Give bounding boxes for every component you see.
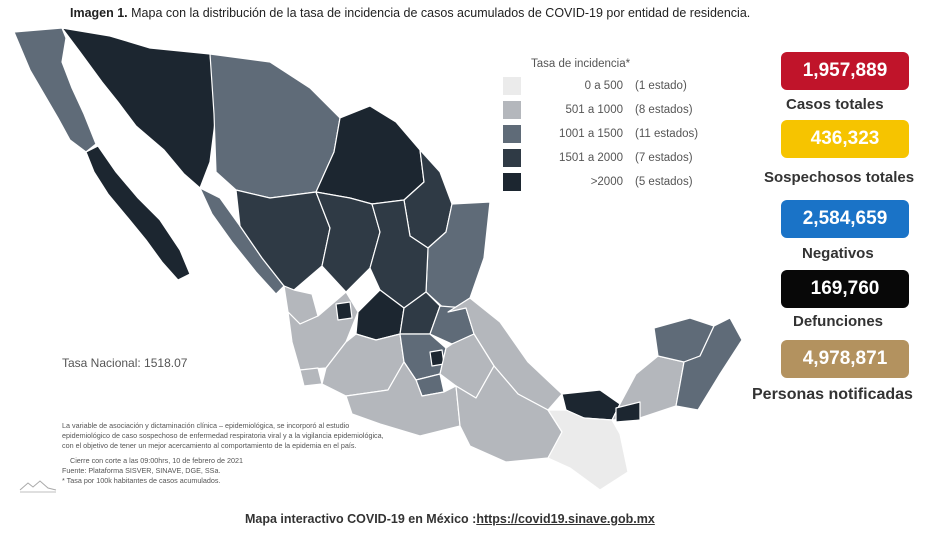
legend-item: 1501 a 2000 (7 estados): [503, 146, 715, 170]
stat-box-casos-totales: 1,957,889: [781, 52, 909, 90]
state-aguascalientes: [335, 301, 353, 321]
state-durango: [235, 189, 331, 291]
mexico-incidence-map: [13, 27, 743, 491]
stat-label-negativos: Negativos: [802, 245, 874, 262]
legend-range: 501 a 1000: [565, 104, 623, 116]
legend-item: 501 a 1000 (8 estados): [503, 98, 715, 122]
footer-link[interactable]: https://covid19.sinave.gob.mx: [476, 512, 655, 526]
stat-label-sospechosos: Sospechosos totales: [764, 169, 915, 186]
state-baja-california-sur: [85, 145, 191, 281]
note-line: Fuente: Plataforma SISVER, SINAVE, DGE, …: [62, 466, 221, 475]
mountain-logo-icon: [19, 480, 57, 493]
legend-range: 1501 a 2000: [559, 152, 623, 164]
legend-swatch: [503, 101, 521, 119]
state-chiapas: [547, 409, 629, 491]
stat-box-negativos: 2,584,659: [781, 200, 909, 238]
legend-item: 0 a 500 (1 estado): [503, 74, 715, 98]
legend-swatch: [503, 149, 521, 167]
legend-swatch: [503, 77, 521, 95]
state-sonora: [61, 27, 217, 189]
figure-title-text: Mapa con la distribución de la tasa de i…: [127, 6, 751, 20]
legend-item: 1001 a 1500 (11 estados): [503, 122, 715, 146]
legend-range: 1001 a 1500: [559, 128, 623, 140]
legend-swatch: [503, 125, 521, 143]
note-line: La variable de asociación y dictaminació…: [62, 421, 350, 430]
legend-count: (5 estados): [635, 176, 693, 188]
note-line: Cierre con corte a las 09:00hrs, 10 de f…: [70, 456, 244, 465]
note-line: epidemiológico de caso sospechoso de enf…: [62, 431, 384, 440]
state-sinaloa: [199, 187, 285, 295]
figure-title: Imagen 1. Mapa con la distribución de la…: [70, 6, 750, 20]
national-rate: Tasa Nacional: 1518.07: [62, 356, 188, 370]
footer-text: Mapa interactivo COVID-19 en México :: [245, 512, 477, 526]
state-campeche-south: [615, 401, 641, 423]
stat-box-defunciones: 169,760: [781, 270, 909, 308]
legend-count: (1 estado): [635, 80, 687, 92]
footer: Mapa interactivo COVID-19 en México :htt…: [245, 512, 655, 526]
legend-title: Tasa de incidencia*: [531, 58, 631, 70]
note-line: con el objetivo de tener un mejor acerca…: [62, 441, 357, 450]
legend-item: >2000 (5 estados): [503, 170, 715, 194]
stat-box-sospechosos: 436,323: [781, 120, 909, 158]
note-line: * Tasa por 100k habitantes de casos acum…: [62, 476, 221, 485]
map-legend: Tasa de incidencia* 0 a 500 (1 estado) 5…: [503, 58, 715, 194]
state-baja-california: [13, 27, 97, 153]
stat-label-personas-notificadas: Personas notificadas: [752, 386, 913, 403]
figure-title-bold: Imagen 1.: [70, 6, 128, 20]
state-chihuahua: [209, 53, 341, 199]
legend-range: 0 a 500: [584, 80, 623, 92]
legend-count: (8 estados): [635, 104, 693, 116]
state-guerrero: [345, 361, 461, 437]
stat-box-personas-notificadas: 4,978,871: [781, 340, 909, 378]
legend-count: (7 estados): [635, 152, 693, 164]
state-colima: [299, 367, 323, 387]
stat-label-casos-totales: Casos totales: [786, 96, 884, 113]
state-quintana-roo: [675, 317, 743, 411]
stat-label-defunciones: Defunciones: [793, 313, 884, 330]
footnotes: La variable de asociación y dictaminació…: [62, 421, 442, 486]
legend-range: >2000: [590, 176, 623, 188]
legend-count: (11 estados): [635, 128, 699, 140]
legend-swatch: [503, 173, 521, 191]
